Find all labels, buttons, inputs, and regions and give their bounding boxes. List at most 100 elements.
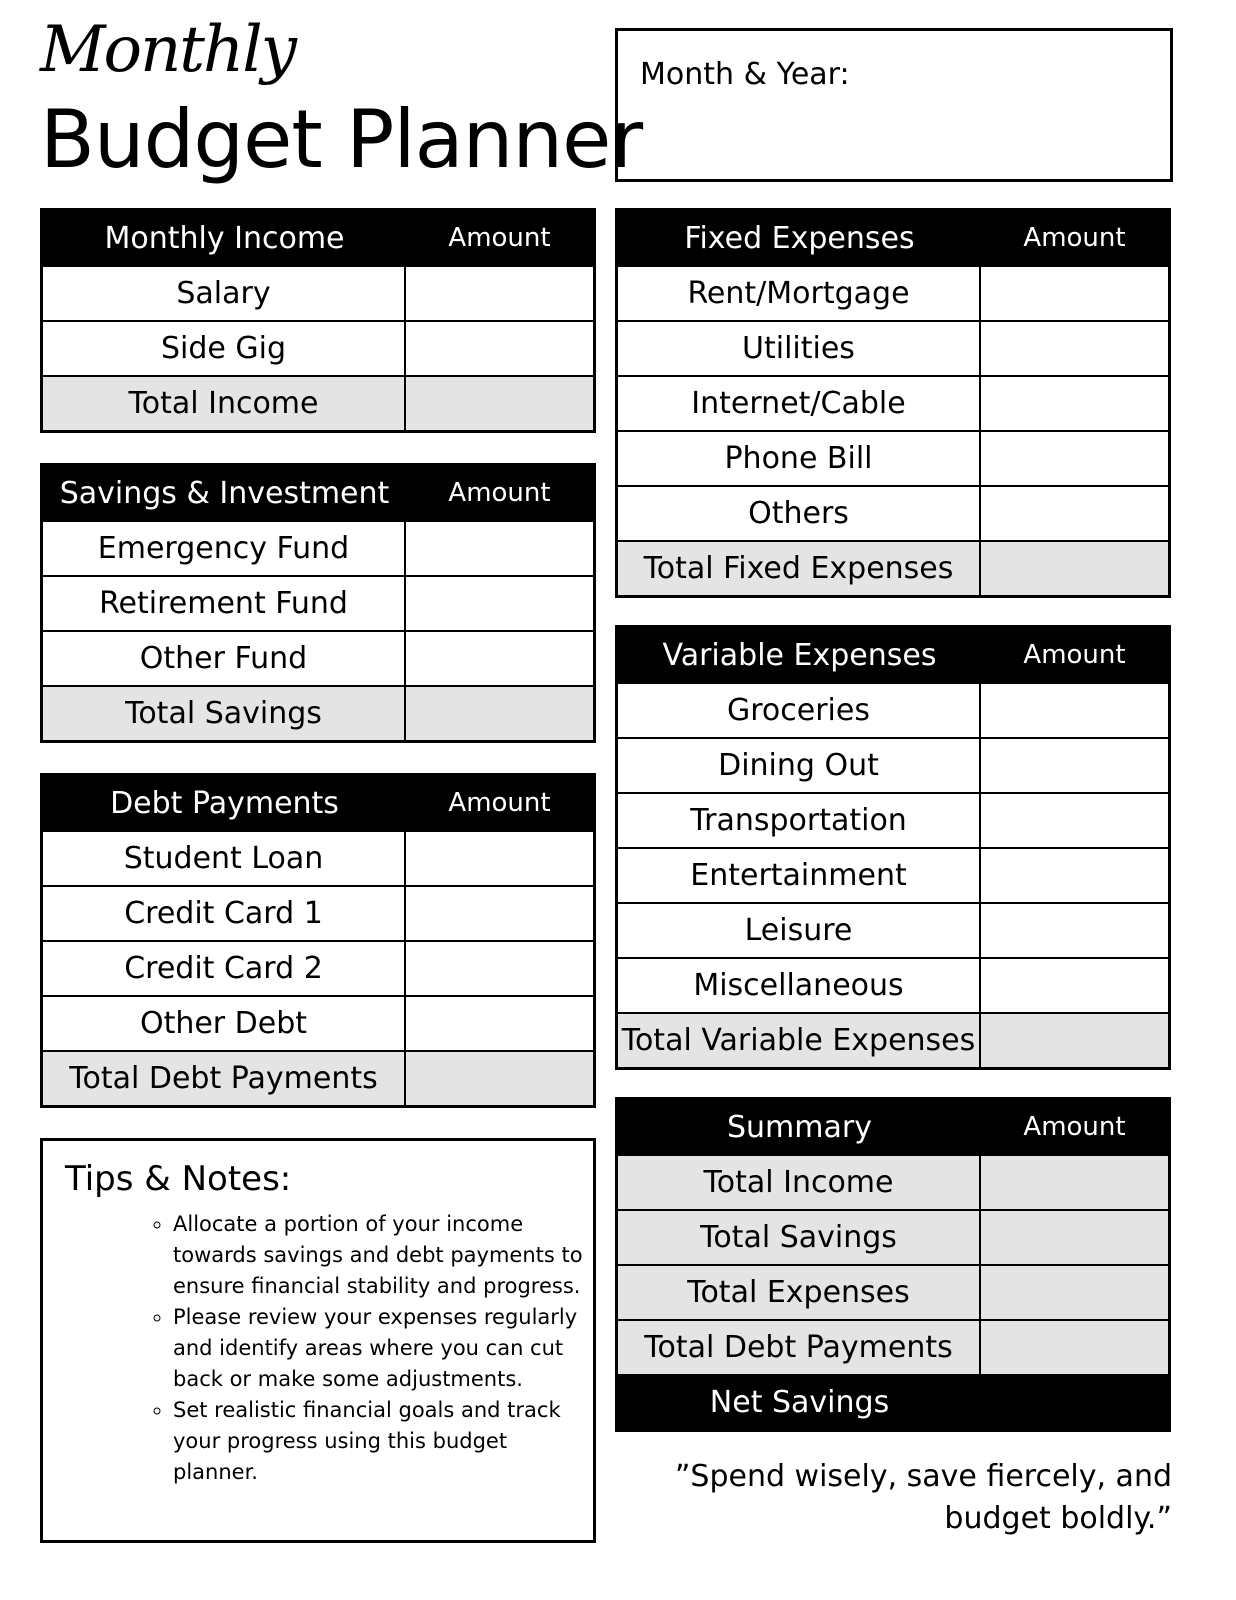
amount-header: Amount: [1023, 1112, 1126, 1142]
table-row: Transportation: [618, 792, 1168, 847]
table-row: Utilities: [618, 320, 1168, 375]
row-label: Total Expenses: [618, 1266, 981, 1319]
table-row: Internet/Cable: [618, 375, 1168, 430]
tip-item: Set realistic financial goals and track …: [173, 1395, 583, 1488]
amount-cell[interactable]: [406, 522, 593, 575]
amount-cell[interactable]: [406, 1052, 593, 1105]
month-year-field[interactable]: Month & Year:: [615, 28, 1173, 182]
amount-cell[interactable]: [981, 1376, 1168, 1429]
row-label: Other Debt: [43, 997, 406, 1050]
row-label: Emergency Fund: [43, 522, 406, 575]
quote: ”Spend wisely, save fiercely, and budget…: [674, 1459, 1172, 1536]
row-label: Total Income: [618, 1156, 981, 1209]
savings-table: Savings & Investment Amount Emergency Fund…: [40, 463, 596, 743]
table-row: Groceries: [618, 682, 1168, 737]
amount-cell[interactable]: [406, 687, 593, 740]
table-row: Other Fund: [43, 630, 593, 685]
amount-cell[interactable]: [981, 1156, 1168, 1209]
amount-cell[interactable]: [981, 267, 1168, 320]
row-label: Phone Bill: [618, 432, 981, 485]
row-label: Total Debt Payments: [618, 1321, 981, 1374]
amount-cell[interactable]: [406, 577, 593, 630]
table-title: Savings & Investment: [59, 475, 390, 511]
table-row: Total Expenses: [618, 1264, 1168, 1319]
row-label: Total Savings: [618, 1211, 981, 1264]
row-label: Student Loan: [43, 832, 406, 885]
row-label: Total Debt Payments: [43, 1052, 406, 1105]
table-row: Phone Bill: [618, 430, 1168, 485]
row-label: Total Fixed Expenses: [618, 542, 981, 595]
amount-cell[interactable]: [406, 942, 593, 995]
row-label: Retirement Fund: [43, 577, 406, 630]
amount-cell[interactable]: [981, 794, 1168, 847]
row-label: Miscellaneous: [618, 959, 981, 1012]
amount-cell[interactable]: [406, 832, 593, 885]
row-label: Dining Out: [618, 739, 981, 792]
amount-cell[interactable]: [406, 377, 593, 430]
row-label: Groceries: [618, 684, 981, 737]
table-row: Credit Card 1: [43, 885, 593, 940]
tips-notes-box: Tips & Notes: Allocate a portion of your…: [40, 1138, 596, 1543]
table-row: Total Variable Expenses: [618, 1012, 1168, 1067]
table-header: Variable Expenses Amount: [618, 628, 1168, 682]
row-label: Side Gig: [43, 322, 406, 375]
table-row: Total Debt Payments: [43, 1050, 593, 1105]
table-row: Others: [618, 485, 1168, 540]
amount-cell[interactable]: [406, 997, 593, 1050]
amount-cell[interactable]: [981, 322, 1168, 375]
summary-table: Summary Amount Total Income Total Savings To…: [615, 1097, 1171, 1432]
amount-cell[interactable]: [406, 887, 593, 940]
row-label: Total Savings: [43, 687, 406, 740]
row-label: Transportation: [618, 794, 981, 847]
row-label: Other Fund: [43, 632, 406, 685]
page-title: Budget Planner: [40, 93, 643, 186]
table-header: Savings & Investment Amount: [43, 466, 593, 520]
table-row: Student Loan: [43, 830, 593, 885]
table-row: Total Income: [618, 1154, 1168, 1209]
table-row: Rent/Mortgage: [618, 265, 1168, 320]
amount-cell[interactable]: [406, 322, 593, 375]
amount-cell[interactable]: [981, 684, 1168, 737]
amount-cell[interactable]: [981, 1014, 1168, 1067]
amount-cell[interactable]: [981, 849, 1168, 902]
amount-cell[interactable]: [981, 1211, 1168, 1264]
table-row: Net Savings: [618, 1374, 1168, 1429]
table-header: Summary Amount: [618, 1100, 1168, 1154]
variable-table: Variable Expenses Amount Groceries Dining O…: [615, 625, 1171, 1070]
tip-item: Please review your expenses regularly an…: [173, 1302, 583, 1395]
row-label: Total Income: [43, 377, 406, 430]
table-row: Total Debt Payments: [618, 1319, 1168, 1374]
table-row: Dining Out: [618, 737, 1168, 792]
table-header: Debt Payments Amount: [43, 776, 593, 830]
table-title: Debt Payments: [110, 785, 339, 821]
tip-item: Allocate a portion of your income toward…: [173, 1209, 583, 1302]
amount-cell[interactable]: [981, 959, 1168, 1012]
row-label: Others: [618, 487, 981, 540]
amount-cell[interactable]: [981, 1266, 1168, 1319]
table-row: Retirement Fund: [43, 575, 593, 630]
month-year-label: Month & Year:: [640, 57, 850, 92]
table-row: Total Fixed Expenses: [618, 540, 1168, 595]
tips-list: Allocate a portion of your income toward…: [153, 1209, 583, 1488]
amount-header: Amount: [1023, 640, 1126, 670]
table-title: Fixed Expenses: [684, 220, 915, 256]
row-label: Salary: [43, 267, 406, 320]
amount-cell[interactable]: [981, 542, 1168, 595]
row-label: Leisure: [618, 904, 981, 957]
amount-cell[interactable]: [981, 1321, 1168, 1374]
amount-cell[interactable]: [406, 632, 593, 685]
row-label: Credit Card 2: [43, 942, 406, 995]
table-row: Salary: [43, 265, 593, 320]
table-row: Total Savings: [43, 685, 593, 740]
amount-header: Amount: [448, 788, 551, 818]
amount-cell[interactable]: [981, 739, 1168, 792]
table-title: Monthly Income: [104, 220, 345, 256]
amount-cell[interactable]: [981, 432, 1168, 485]
table-row: Other Debt: [43, 995, 593, 1050]
amount-cell[interactable]: [406, 267, 593, 320]
amount-cell[interactable]: [981, 377, 1168, 430]
table-title: Summary: [727, 1109, 872, 1145]
table-row: Credit Card 2: [43, 940, 593, 995]
amount-cell[interactable]: [981, 904, 1168, 957]
amount-cell[interactable]: [981, 487, 1168, 540]
